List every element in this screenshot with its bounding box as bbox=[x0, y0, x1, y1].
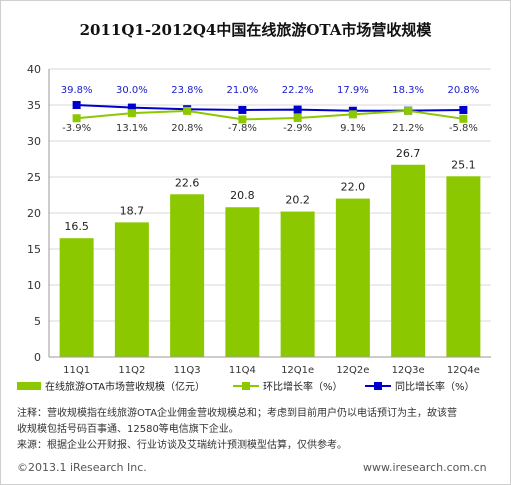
note-line-1: 注释：营收规模指在线旅游OTA企业佣金营收规模总和；考虑到目前用户仍以电话预订为… bbox=[17, 408, 458, 419]
x-tick-label: 11Q1 bbox=[63, 365, 90, 376]
legend-label-yoy: 同比增长率（%） bbox=[395, 380, 475, 393]
yoy-rate-label: 39.8% bbox=[61, 85, 93, 96]
chart-svg: 16.5 18.7 22.6 20.8 20.2 22.0 26.7 25.1 39.8% 30.… bbox=[17, 63, 491, 393]
y-tick-label: 15 bbox=[27, 243, 41, 256]
y-tick-label: 25 bbox=[27, 171, 41, 184]
chart-title: 2011Q1-2012Q4中国在线旅游OTA市场营收规模 bbox=[79, 21, 432, 39]
yoy-marker bbox=[293, 105, 302, 114]
legend-label-qoq: 环比增长率（%） bbox=[263, 380, 343, 393]
bar bbox=[225, 207, 260, 357]
x-tick-label: 12Q1e bbox=[281, 365, 314, 376]
y-tick-label: 5 bbox=[34, 315, 41, 328]
bar-value-label: 22.6 bbox=[175, 176, 200, 189]
x-tick-label: 11Q2 bbox=[118, 365, 145, 376]
yoy-rate-label: 21.0% bbox=[226, 85, 258, 96]
x-tick-label: 12Q4e bbox=[447, 365, 480, 376]
y-tick-label: 30 bbox=[27, 135, 41, 148]
qoq-rate-label: 20.8% bbox=[171, 123, 203, 134]
yoy-rate-label: 30.0% bbox=[116, 85, 148, 96]
bar-value-label: 20.8 bbox=[230, 189, 255, 202]
yoy-rate-label: 23.8% bbox=[171, 85, 203, 96]
x-tick-label: 11Q4 bbox=[229, 365, 256, 376]
qoq-rate-label: -5.8% bbox=[449, 123, 478, 134]
x-tick-label: 12Q3e bbox=[392, 365, 425, 376]
qoq-rate-label: 13.1% bbox=[116, 123, 148, 134]
bar bbox=[280, 211, 315, 357]
qoq-rate-label: 21.2% bbox=[392, 123, 424, 134]
qoq-marker bbox=[404, 106, 413, 115]
bar bbox=[446, 176, 481, 357]
yoy-marker bbox=[127, 103, 136, 112]
bar-value-label: 16.5 bbox=[64, 220, 89, 233]
x-tick-label: 12Q2e bbox=[336, 365, 369, 376]
qoq-marker bbox=[72, 114, 81, 123]
legend-label-bar: 在线旅游OTA市场营收规模（亿元） bbox=[45, 380, 205, 393]
legend-marker-yoy bbox=[374, 382, 382, 390]
bar-value-label: 20.2 bbox=[285, 194, 310, 207]
bar-value-label: 18.7 bbox=[120, 204, 145, 217]
x-tick-label: 11Q3 bbox=[174, 365, 201, 376]
qoq-rate-label: -7.8% bbox=[228, 123, 257, 134]
qoq-rate-label: 9.1% bbox=[340, 123, 365, 134]
bar bbox=[170, 194, 205, 357]
qoq-marker bbox=[293, 113, 302, 122]
copyright-text: ©2013.1 iResearch Inc. bbox=[17, 461, 147, 474]
y-tick-label: 35 bbox=[27, 99, 41, 112]
yoy-rate-label: 22.2% bbox=[282, 85, 314, 96]
bar bbox=[114, 222, 149, 357]
yoy-rate-label: 20.8% bbox=[447, 85, 479, 96]
qoq-marker bbox=[459, 114, 468, 123]
yoy-rate-label: 17.9% bbox=[337, 85, 369, 96]
legend-swatch-bar bbox=[17, 382, 41, 390]
y-tick-label: 40 bbox=[27, 63, 41, 76]
yoy-rate-label: 18.3% bbox=[392, 85, 424, 96]
y-tick-label: 10 bbox=[27, 279, 41, 292]
qoq-marker bbox=[238, 115, 247, 124]
legend-marker-qoq bbox=[242, 382, 250, 390]
y-tick-label: 20 bbox=[27, 207, 41, 220]
qoq-marker bbox=[183, 106, 192, 115]
bar bbox=[59, 238, 94, 357]
y-tick-label: 0 bbox=[34, 351, 41, 364]
bar bbox=[335, 198, 370, 357]
bar-value-label: 26.7 bbox=[396, 147, 421, 160]
source-line: 来源：根据企业公开财报、行业访谈及艾瑞统计预测模型估算，仅供参考。 bbox=[17, 440, 347, 451]
qoq-rate-label: -2.9% bbox=[283, 123, 312, 134]
qoq-line bbox=[76, 109, 464, 121]
yoy-marker bbox=[459, 105, 468, 114]
website-text: www.iresearch.com.cn bbox=[363, 461, 487, 474]
note-line-2: 收规模包括号码百事通、12580等电信旗下企业。 bbox=[17, 424, 239, 435]
qoq-marker bbox=[127, 109, 136, 118]
bar-value-label: 25.1 bbox=[451, 158, 476, 171]
bar-value-label: 22.0 bbox=[341, 181, 366, 194]
bar bbox=[391, 164, 426, 357]
yoy-marker bbox=[238, 105, 247, 114]
qoq-marker bbox=[348, 110, 357, 119]
yoy-marker bbox=[72, 101, 81, 109]
qoq-rate-label: -3.9% bbox=[62, 123, 91, 134]
